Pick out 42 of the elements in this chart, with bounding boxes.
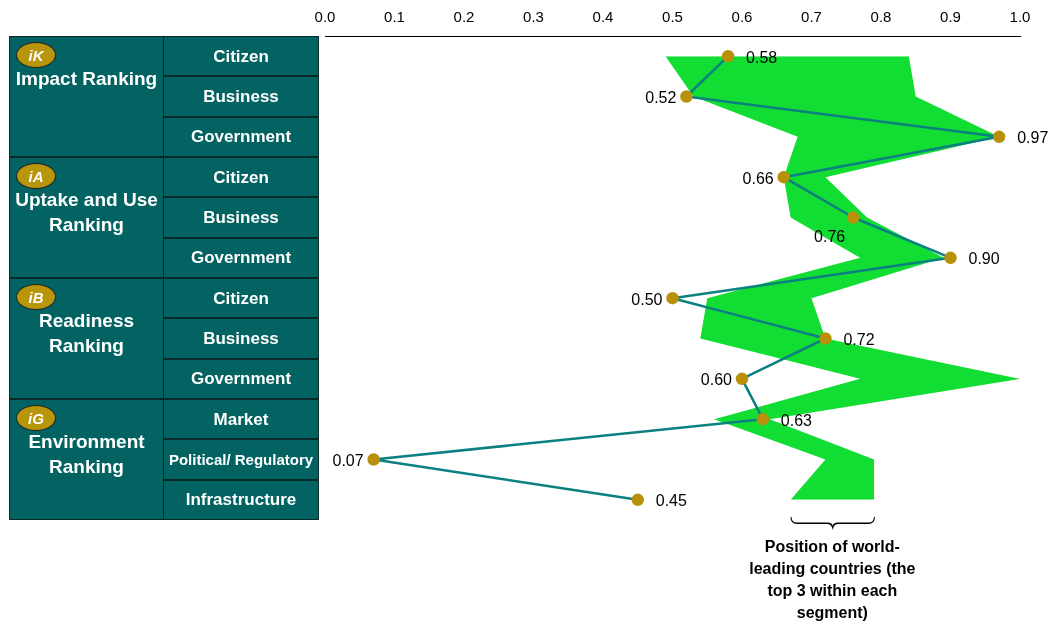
text: 0.66 [742, 169, 774, 187]
y-tick-label: Infrastructure [163, 479, 319, 520]
x-tick-label: 0.8 [870, 8, 892, 26]
x-tick-label: 0.4 [592, 8, 614, 26]
x-tick-label: 1.0 [1009, 8, 1031, 26]
x-tick-label: 0.1 [384, 8, 405, 26]
x-tick-label: 0.5 [662, 8, 683, 26]
text: iG [16, 405, 56, 431]
text: iA [16, 163, 56, 189]
y-tick-label: Political/ Regulatory [163, 439, 319, 480]
x-tick-label: 0.3 [523, 8, 544, 26]
text: Uptake and Use Ranking [14, 188, 159, 237]
text: Position of world-leading countries (the top 3 within each segment) [748, 536, 917, 623]
text: 0.97 [1017, 129, 1049, 147]
text: Readiness Ranking [37, 309, 135, 358]
y-tick-label: Business [163, 76, 319, 117]
y-tick-label: Business [163, 318, 319, 359]
y-tick-label: Government [163, 358, 319, 399]
text: 0.52 [645, 88, 677, 106]
y-tick-label: Citizen [163, 278, 319, 319]
text: 0.60 [700, 371, 732, 389]
y-tick-label: Market [163, 399, 319, 440]
text: Impact Ranking [14, 67, 159, 91]
x-tick-label: 0.6 [731, 8, 753, 26]
text: iK [16, 42, 56, 68]
y-tick-label: Government [163, 116, 319, 157]
text: Environment Ranking [27, 430, 146, 479]
text: 0.45 [655, 492, 687, 510]
y-tick-label: Business [163, 197, 319, 238]
y-tick-label: Citizen [163, 157, 319, 198]
x-tick-label: 0.2 [453, 8, 475, 26]
text: 0.07 [332, 451, 364, 469]
y-tick-label: Government [163, 237, 319, 278]
text: 0.72 [843, 330, 875, 348]
text: 0.50 [631, 290, 663, 308]
y-tick-label: Citizen [163, 36, 319, 77]
x-tick-label: 0.7 [801, 8, 822, 26]
x-tick-label: 0.0 [314, 8, 336, 26]
text: 0.90 [968, 250, 1000, 268]
x-tick-label: 0.9 [940, 8, 961, 26]
text: 0.63 [780, 411, 812, 429]
text: iB [16, 284, 56, 310]
